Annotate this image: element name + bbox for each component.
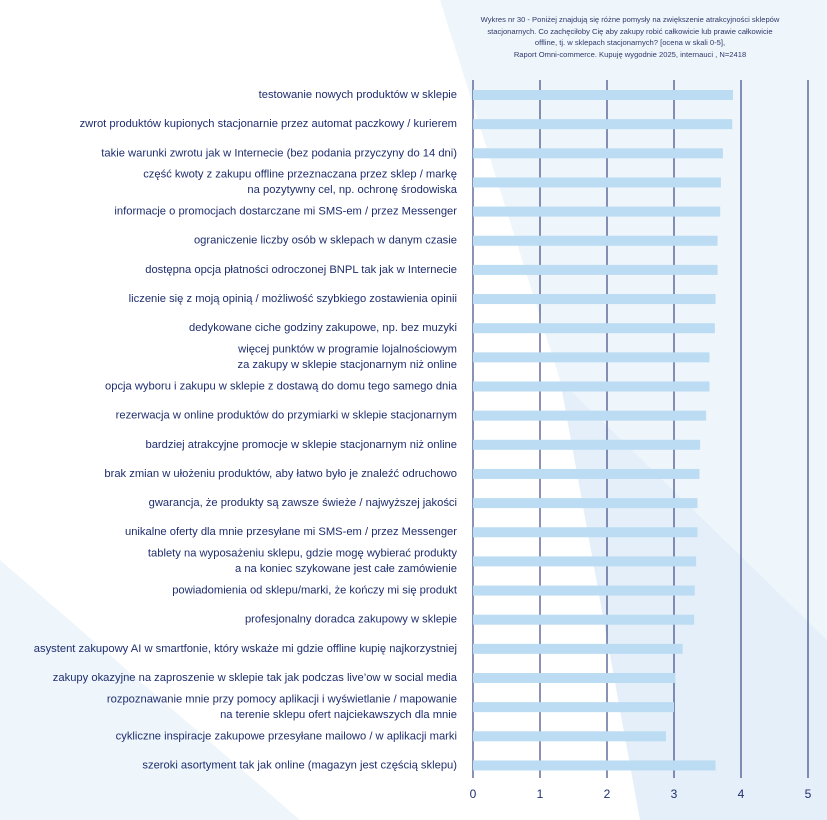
category-label: a na koniec szykowane jest całe zamówien… [235, 563, 457, 575]
bar [473, 673, 676, 683]
category-label: na terenie sklepu ofert najciekawszych d… [220, 709, 457, 721]
bar [473, 498, 698, 509]
bar [473, 323, 715, 334]
chart-title-line: Raport Omni-commerce. Kupuję wygodnie 20… [513, 49, 747, 59]
category-label: część kwoty z zakupu offline przeznaczan… [143, 169, 457, 181]
bar [473, 468, 700, 479]
bar [473, 527, 698, 538]
category-label: opcja wyboru i zakupu w sklepie z dostaw… [105, 380, 458, 392]
tick-label: 2 [604, 787, 611, 801]
bar [473, 731, 666, 742]
category-label: gwarancja, że produkty są zawsze świeże … [149, 497, 457, 509]
chart-title: Wykres nr 30 - Poniżej znajdują się różn… [440, 14, 820, 60]
tick-label: 0 [470, 787, 477, 801]
bar [473, 264, 718, 275]
bar [473, 410, 707, 421]
tick-label: 4 [738, 787, 745, 801]
category-label: tablety na wyposażeniu sklepu, gdzie mog… [148, 548, 457, 560]
bar [473, 585, 695, 596]
chart-title-line: offline, tj. w sklepach stacjonarnych? [… [534, 38, 726, 47]
category-label: informacje o promocjach dostarczane mi S… [114, 206, 457, 218]
tick-label: 3 [671, 787, 678, 801]
bar [473, 614, 695, 625]
bar [473, 760, 716, 771]
bar [473, 119, 733, 130]
bar [473, 702, 674, 713]
category-label: brak zmian w ułożeniu produktów, aby łat… [104, 468, 457, 480]
category-label: szeroki asortyment tak jak online (magaz… [142, 759, 457, 771]
bar [473, 294, 716, 305]
bar [473, 148, 723, 159]
chart-title-line: Wykres nr 30 - Poniżej znajdują się różn… [480, 15, 780, 24]
bar [473, 439, 701, 450]
category-label: rezerwacja w online produktów do przymia… [116, 410, 457, 422]
bar [473, 381, 710, 392]
category-label: testowanie nowych produktów w sklepie [259, 89, 457, 101]
category-label: więcej punktów w programie lojalnościowy… [237, 344, 457, 356]
bar [473, 556, 697, 567]
category-label: na pozytywny cel, np. ochronę środowiska [247, 184, 457, 196]
bar [473, 177, 721, 188]
category-label: ograniczenie liczby osób w sklepach w da… [194, 235, 457, 247]
category-label: zakupy okazyjne na zaproszenie w sklepie… [53, 672, 458, 684]
category-label: dostępna opcja płatności odroczonej BNPL… [145, 264, 457, 276]
category-label: bardziej atrakcyjne promocje w sklepie s… [145, 439, 457, 451]
category-label: takie warunki zwrotu jak w Internecie (b… [101, 147, 457, 159]
category-label: dedykowane ciche godziny zakupowe, np. b… [189, 322, 457, 334]
bar [473, 235, 718, 246]
bar [473, 206, 721, 217]
category-label: liczenie się z moją opinią / możliwość s… [129, 293, 457, 305]
category-label: profesjonalny doradca zakupowy w sklepie [245, 614, 457, 626]
bar [473, 352, 710, 363]
category-label: za zakupy w sklepie stacjonarnym niż onl… [237, 359, 457, 371]
bar [473, 643, 683, 654]
category-label: cykliczne inspiracje zakupowe przesyłane… [116, 730, 457, 742]
tick-label: 5 [805, 787, 812, 801]
category-label: asystent zakupowy AI w smartfonie, który… [34, 643, 457, 655]
category-label: rozpoznawanie mnie przy pomocy aplikacji… [107, 693, 457, 705]
chart-title-line: stacjonarnych. Co zachęciłoby Cię aby za… [487, 26, 773, 36]
tick-label: 1 [537, 787, 544, 801]
bar [473, 90, 733, 100]
category-label: zwrot produktów kupionych stacjonarnie p… [80, 118, 457, 130]
category-label: powiadomienia od sklepu/marki, że kończy… [172, 585, 458, 597]
category-label: unikalne oferty dla mnie przesyłane mi S… [125, 526, 457, 538]
